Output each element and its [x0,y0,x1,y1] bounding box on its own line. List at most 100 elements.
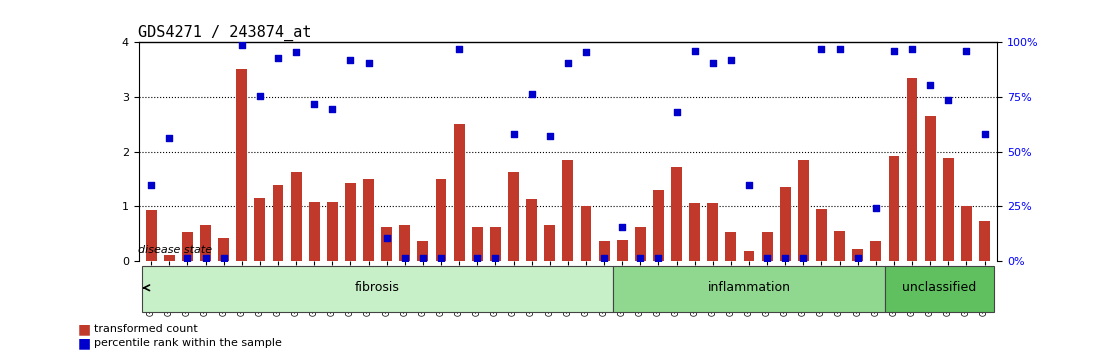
Bar [871,241,881,261]
Point [885,48,903,53]
Bar [453,124,464,261]
Bar [635,227,646,261]
Point [414,255,432,261]
Bar [889,156,900,261]
Bar [726,232,737,261]
Bar [852,249,863,261]
Point [957,48,975,53]
Bar [490,227,501,261]
Bar [526,200,537,261]
Text: ■: ■ [78,336,91,350]
Bar [925,116,935,261]
Point [324,106,341,112]
Point [523,91,541,97]
Bar [435,179,447,261]
Point [922,82,940,88]
Bar [255,198,265,261]
Bar [509,172,519,261]
Point [378,235,396,240]
Bar [581,206,592,261]
Bar [598,241,609,261]
Bar [815,209,827,261]
Point [504,131,522,137]
Bar [743,251,755,261]
Bar [201,225,211,261]
Bar [399,225,410,261]
Text: inflammation: inflammation [708,281,790,294]
Point [668,109,686,115]
Point [450,46,468,52]
Bar [544,225,555,261]
Point [903,46,921,52]
Point [252,93,269,99]
Point [486,255,504,261]
Bar [653,190,664,261]
Bar [146,210,156,261]
Bar [906,78,917,261]
Bar [617,240,627,261]
Point [178,255,196,261]
Point [560,61,577,66]
Point [812,46,830,52]
Point [849,255,866,261]
Point [360,61,378,66]
Point [758,255,776,261]
Text: percentile rank within the sample: percentile rank within the sample [94,338,283,348]
Point [777,255,794,261]
Text: unclassified: unclassified [902,281,976,294]
Bar [961,206,972,261]
FancyBboxPatch shape [885,266,994,312]
Point [469,255,486,261]
Text: ■: ■ [78,322,91,336]
Bar [418,241,429,261]
Point [432,255,450,261]
Bar [563,160,573,261]
Bar [707,203,718,261]
Bar [345,183,356,261]
Bar [182,232,193,261]
Point [740,182,758,188]
Point [215,255,233,261]
Bar [309,202,320,261]
Text: transformed count: transformed count [94,324,198,334]
Bar [689,203,700,261]
Bar [472,227,483,261]
Point [541,133,558,139]
Text: fibrosis: fibrosis [356,281,400,294]
Point [649,255,667,261]
Bar [943,158,954,261]
Point [831,46,849,52]
Bar [164,255,175,261]
Point [306,101,324,106]
Point [196,255,214,261]
Bar [761,232,772,261]
Bar [780,187,791,261]
Bar [798,160,809,261]
Point [866,205,884,211]
Bar [834,230,845,261]
Point [722,57,740,63]
Text: disease state: disease state [138,245,213,255]
Bar [290,172,301,261]
Point [940,97,957,103]
Bar [327,202,338,261]
Point [577,50,595,55]
Point [269,55,287,61]
Bar [979,221,989,261]
Bar [671,167,683,261]
Point [704,61,721,66]
Point [161,135,178,141]
Point [794,255,812,261]
Point [632,255,649,261]
Point [614,224,632,230]
Point [976,131,994,137]
Bar [381,227,392,261]
Point [142,182,160,188]
Bar [273,185,284,261]
Bar [236,69,247,261]
Point [287,50,305,55]
FancyBboxPatch shape [142,266,613,312]
FancyBboxPatch shape [613,266,885,312]
Point [686,48,704,53]
Text: GDS4271 / 243874_at: GDS4271 / 243874_at [138,25,311,41]
